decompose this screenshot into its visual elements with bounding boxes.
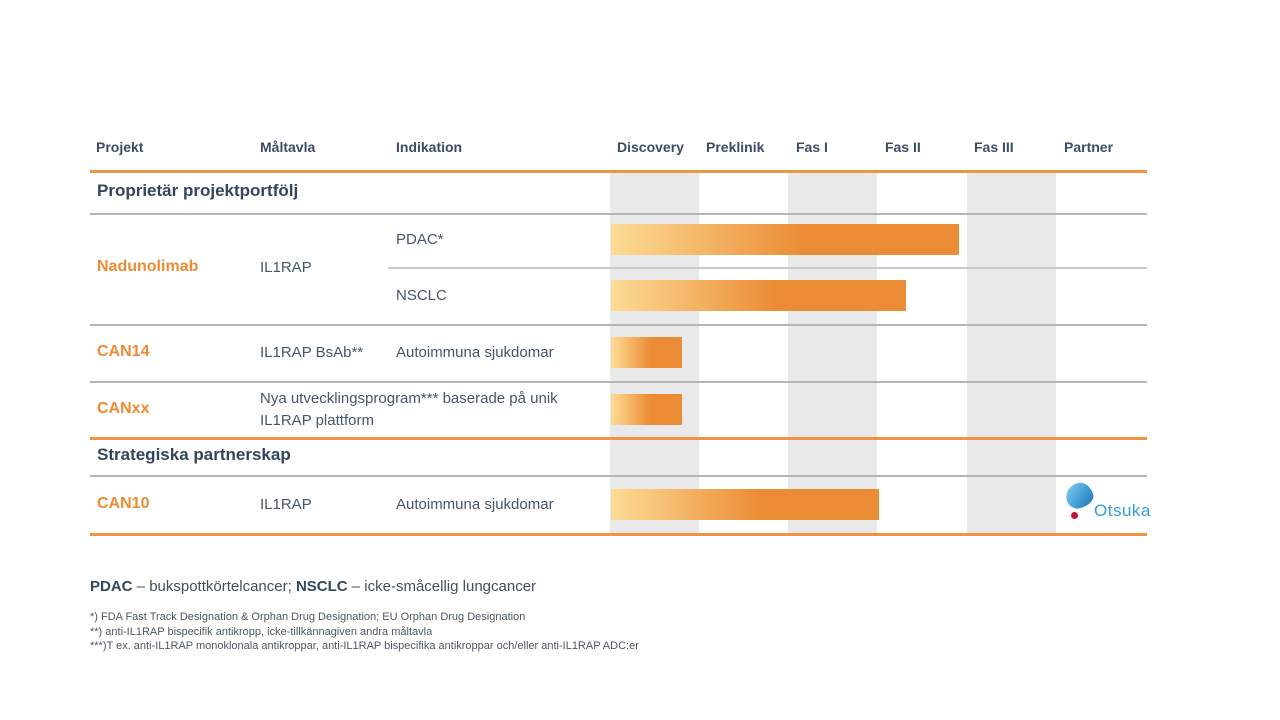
section-title-proprietary: Proprietär projektportfölj — [97, 181, 299, 200]
progress-bar-can14 — [611, 337, 682, 368]
footnote-3: ***)T ex. anti-IL1RAP monoklonala antikr… — [90, 640, 639, 652]
section-title-partnerships: Strategiska partnerskap — [97, 445, 291, 464]
indication-cell: Autoimmuna sjukdomar — [396, 496, 554, 513]
column-header-fas1: Fas I — [796, 139, 828, 155]
footnote-1: *) FDA Fast Track Designation & Orphan D… — [90, 611, 526, 623]
header-divider — [90, 170, 1147, 173]
otsuka-balloon-icon — [1063, 480, 1096, 511]
project-name-canxx: CANxx — [97, 400, 150, 417]
indication-sub-divider — [388, 267, 1147, 269]
column-header-fas2: Fas II — [885, 139, 921, 155]
project-name-can10: CAN10 — [97, 495, 150, 512]
abbr-term-pdac: PDAC — [90, 578, 133, 595]
column-stripe-fas3 — [967, 171, 1056, 533]
column-header-target: Måltavla — [260, 139, 316, 155]
footnote-2: **) anti-IL1RAP bispecifik antikropp, ic… — [90, 625, 433, 638]
otsuka-logo: Otsuka — [1063, 480, 1151, 525]
abbreviation-definitions: PDAC – bukspottkörtelcancer; NSCLC – ick… — [90, 578, 536, 595]
column-header-indication: Indikation — [396, 139, 463, 155]
project-name-can14: CAN14 — [97, 343, 150, 360]
indication-cell-nsclc: NSCLC — [396, 287, 447, 304]
otsuka-wordmark: Otsuka — [1094, 501, 1151, 520]
column-header-fas3: Fas III — [974, 139, 1014, 155]
column-header-partner: Partner — [1064, 139, 1114, 155]
program-description-cell: Nya utvecklingsprogram*** baserade på un… — [260, 390, 558, 429]
indication-cell-pdac: PDAC* — [396, 231, 444, 248]
table-bottom-divider — [90, 533, 1147, 536]
abbr-def-nsclc: – icke-småcellig lungcancer — [347, 578, 537, 595]
row-divider — [90, 324, 1147, 326]
project-name-nadunolimab: Nadunolimab — [97, 258, 199, 275]
progress-bar-nadunolimab-pdac — [611, 224, 959, 255]
abbr-term-nsclc: NSCLC — [295, 578, 348, 595]
progress-bar-nadunolimab-nsclc — [611, 280, 906, 311]
target-cell: IL1RAP BsAb** — [260, 344, 364, 361]
column-header-preklinik: Preklinik — [706, 139, 765, 155]
row-divider — [90, 475, 1147, 477]
indication-cell: Autoimmuna sjukdomar — [396, 344, 554, 361]
progress-bar-can10 — [611, 489, 879, 520]
column-header-project: Projekt — [96, 139, 144, 155]
target-cell: IL1RAP — [260, 496, 312, 513]
otsuka-dot-icon — [1071, 512, 1078, 519]
abbr-def-pdac: – bukspottkörtelcancer; — [132, 578, 296, 595]
row-divider — [90, 381, 1147, 383]
column-header-discovery: Discovery — [617, 139, 684, 155]
section-divider — [90, 437, 1147, 440]
target-cell: IL1RAP — [260, 259, 312, 276]
progress-bar-canxx — [611, 394, 682, 425]
footnote-list: *) FDA Fast Track Designation & Orphan D… — [90, 610, 639, 654]
row-divider — [90, 213, 1147, 215]
